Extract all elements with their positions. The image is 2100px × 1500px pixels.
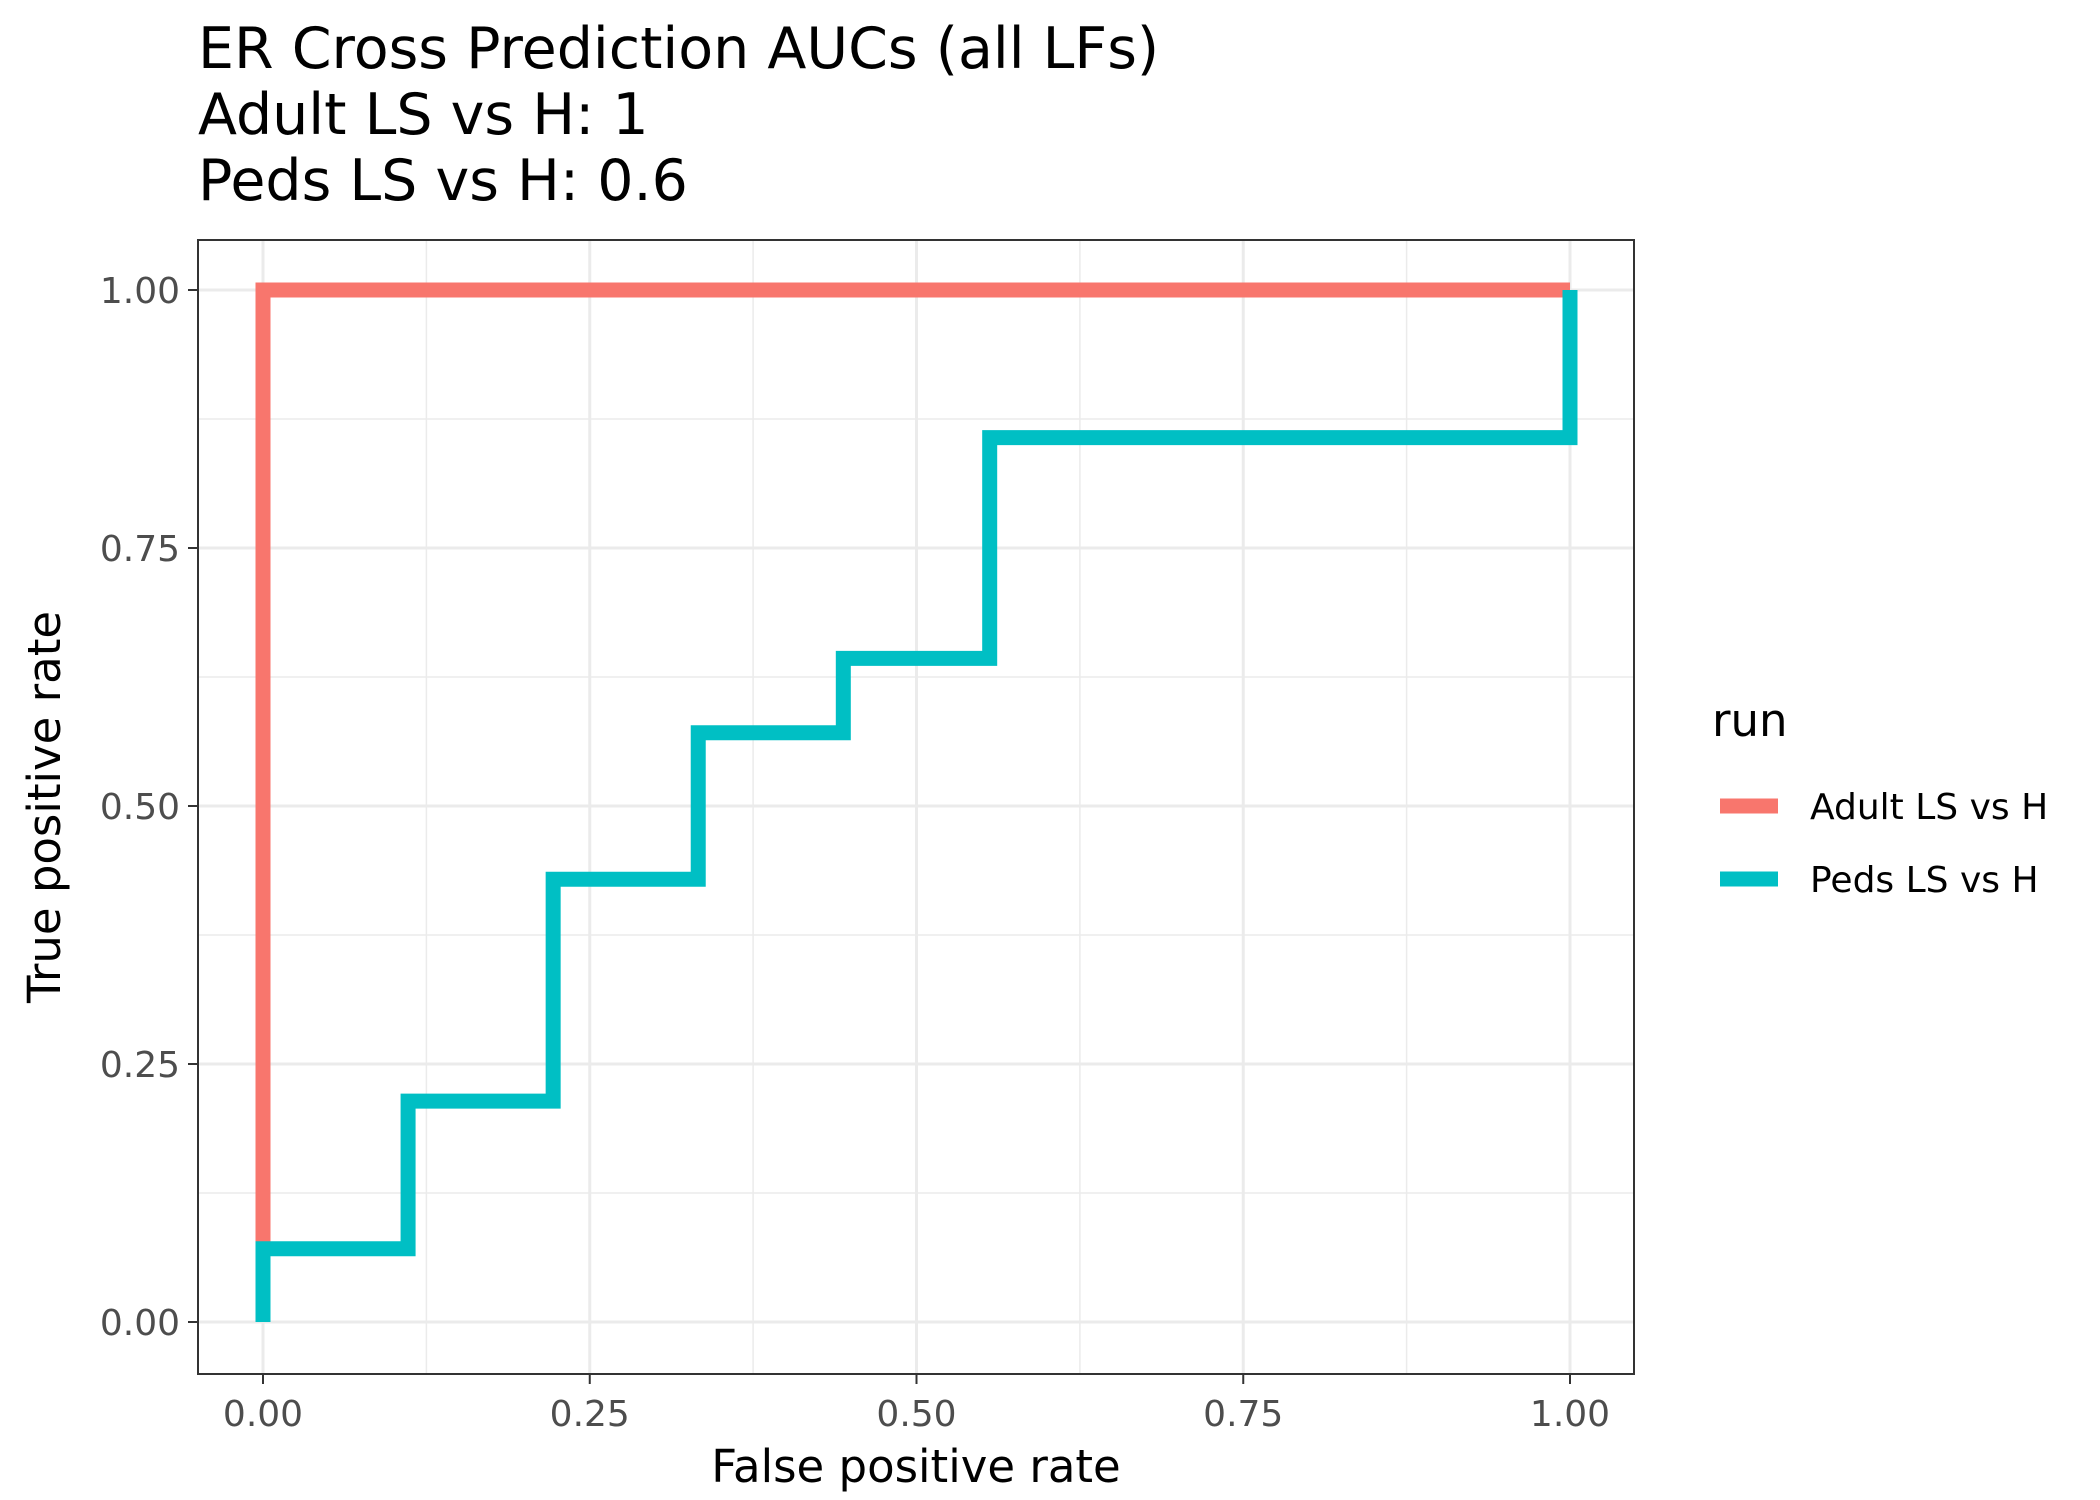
title-line-3: Peds LS vs H: 0.6 [198,148,688,214]
series-line-2 [255,290,1578,1322]
chart-title: ER Cross Prediction AUCs (all LFs) Adult… [198,16,1159,214]
series-line-1 [255,282,1570,1322]
series-layer [255,282,1578,1322]
x-axis-title: False positive rate [711,1440,1120,1493]
y-tick-label: 1.00 [100,271,180,312]
x-tick-label: 0.00 [223,1394,303,1435]
y-tick-label: 0.25 [100,1045,180,1086]
title-line-2: Adult LS vs H: 1 [198,82,649,148]
x-tick-label: 0.25 [550,1394,630,1435]
y-tick-label: 0.50 [100,787,180,828]
legend-label-2: Peds LS vs H [1810,860,2039,901]
x-axis: 0.00 0.25 0.50 0.75 1.00 [223,1374,1610,1435]
title-line-1: ER Cross Prediction AUCs (all LFs) [198,16,1159,82]
legend: run Adult LS vs H Peds LS vs H [1712,694,2048,901]
legend-title: run [1712,694,1788,747]
y-tick-label: 0.75 [100,529,180,570]
x-tick-label: 0.50 [876,1394,956,1435]
y-tick-label: 0.00 [100,1303,180,1344]
legend-label-1: Adult LS vs H [1810,787,2048,828]
x-tick-label: 1.00 [1530,1394,1610,1435]
y-axis-title: True positive rate [18,611,71,1004]
x-tick-label: 0.75 [1203,1394,1283,1435]
y-axis: 0.00 0.25 0.50 0.75 1.00 [100,271,198,1344]
